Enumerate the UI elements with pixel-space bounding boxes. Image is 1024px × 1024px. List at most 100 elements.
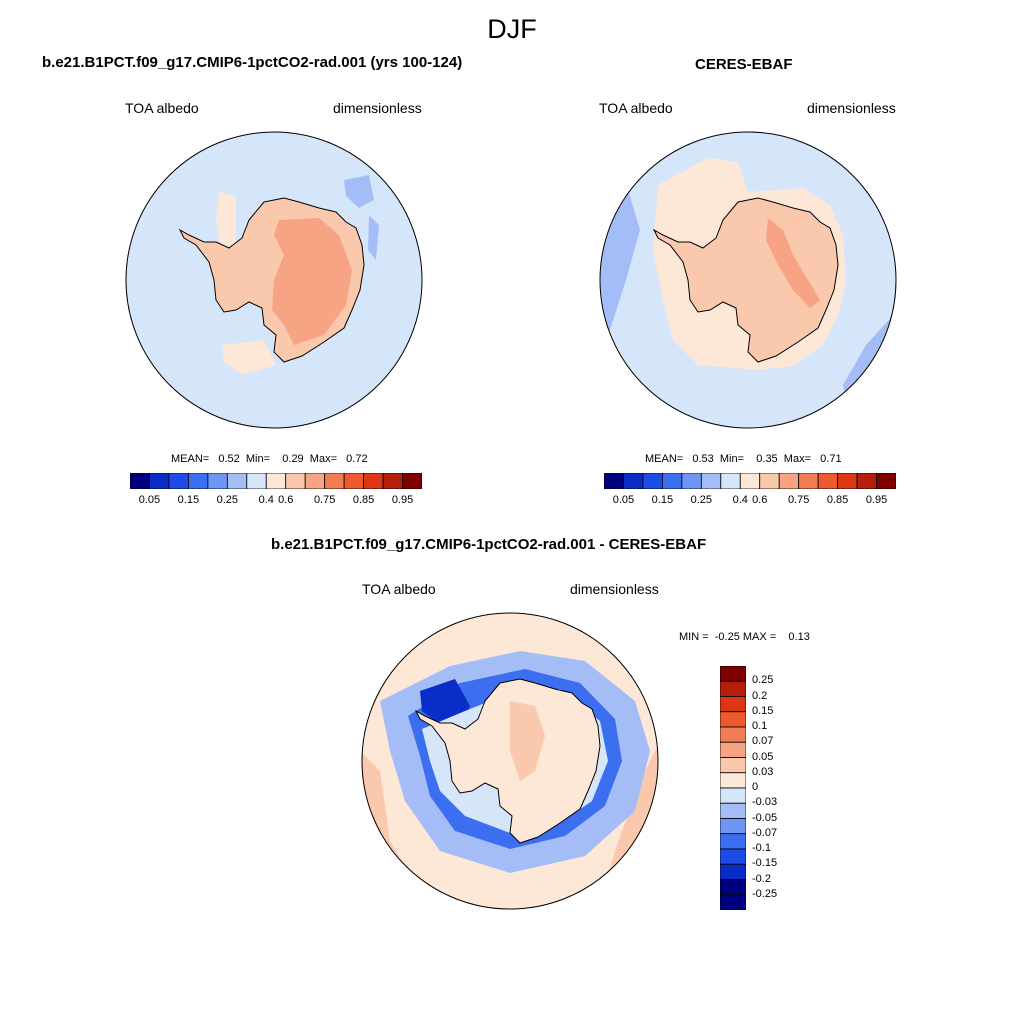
colorbar-tick-label: 0.75 bbox=[313, 494, 336, 506]
colorbar-swatch bbox=[623, 473, 644, 489]
panel1-map-border bbox=[125, 131, 423, 429]
panel2-variable-label: TOA albedo bbox=[599, 100, 673, 116]
colorbar-tick-label: 0.25 bbox=[216, 494, 239, 506]
panel3-stats: MIN = -0.25 MAX = 0.13 bbox=[679, 631, 810, 643]
colorbar-tick-label: 0.15 bbox=[651, 494, 674, 506]
colorbar-swatch bbox=[168, 473, 189, 489]
colorbar-swatch bbox=[662, 473, 683, 489]
colorbar-tick-label: 0.15 bbox=[177, 494, 200, 506]
colorbar-swatch bbox=[837, 473, 858, 489]
panel1-variable-label: TOA albedo bbox=[125, 100, 199, 116]
colorbar-tick-label: 0.15 bbox=[752, 704, 774, 717]
colorbar-swatch bbox=[226, 473, 248, 489]
panel1-sea-ice-patch bbox=[222, 340, 276, 375]
colorbar-swatch bbox=[720, 879, 746, 896]
colorbar-tick-label: 0.05 bbox=[752, 750, 774, 763]
colorbar-swatch bbox=[363, 473, 384, 489]
colorbar-swatch bbox=[720, 863, 746, 880]
colorbar-swatch bbox=[759, 473, 780, 489]
colorbar-tick-label: 0.2 bbox=[752, 689, 768, 702]
colorbar-tick-label: -0.03 bbox=[752, 796, 778, 809]
colorbar-swatch bbox=[642, 473, 663, 489]
panel1-polar-map bbox=[125, 131, 423, 429]
panel1-low-albedo-patch bbox=[344, 175, 374, 208]
panel2-title: CERES-EBAF bbox=[695, 56, 793, 73]
colorbar-swatch bbox=[720, 680, 746, 697]
colorbar-tick-label: 0.03 bbox=[752, 765, 774, 778]
panel2-colorbar bbox=[604, 473, 896, 489]
colorbar-swatch bbox=[265, 473, 287, 489]
panel3-map-border bbox=[361, 612, 659, 910]
colorbar-swatch bbox=[304, 473, 326, 489]
colorbar-tick-label: 0.25 bbox=[690, 494, 713, 506]
colorbar-swatch bbox=[798, 473, 819, 489]
panel2-polar-map bbox=[599, 131, 897, 429]
colorbar-tick-label: -0.05 bbox=[752, 811, 778, 824]
colorbar-tick-label: -0.15 bbox=[752, 857, 778, 870]
colorbar-swatch bbox=[817, 473, 839, 489]
colorbar-swatch bbox=[700, 473, 722, 489]
panel3-antarctica-difference bbox=[414, 678, 601, 844]
colorbar-swatch bbox=[207, 473, 228, 489]
colorbar-swatch bbox=[604, 473, 624, 489]
colorbar-swatch bbox=[720, 473, 741, 489]
panel2-low-albedo-patch bbox=[600, 190, 640, 340]
colorbar-tick-label: 0.85 bbox=[352, 494, 375, 506]
colorbar-tick-label: 0.4 bbox=[732, 494, 748, 506]
colorbar-swatch bbox=[720, 787, 746, 804]
colorbar-swatch bbox=[246, 473, 267, 489]
colorbar-swatch bbox=[778, 473, 800, 489]
panel3-colorbar bbox=[720, 666, 746, 910]
colorbar-tick-label: -0.07 bbox=[752, 826, 778, 839]
colorbar-swatch bbox=[720, 772, 746, 789]
colorbar-swatch bbox=[188, 473, 209, 489]
colorbar-tick-label: 0.05 bbox=[612, 494, 635, 506]
colorbar-swatch bbox=[324, 473, 345, 489]
panel2-stats: MEAN= 0.53 Min= 0.35 Max= 0.71 bbox=[645, 453, 842, 465]
colorbar-tick-label: 0.25 bbox=[752, 674, 774, 687]
panel1-colorbar bbox=[130, 473, 422, 489]
panel3-positive-anomaly bbox=[510, 701, 545, 781]
panel2-map-border bbox=[599, 131, 897, 429]
panel1-title: b.e21.B1PCT.f09_g17.CMIP6-1pctCO2-rad.00… bbox=[42, 54, 463, 71]
colorbar-swatch bbox=[285, 473, 306, 489]
panel1-sea-ice-patch bbox=[216, 192, 236, 252]
colorbar-tick-label: -0.1 bbox=[752, 842, 771, 854]
colorbar-swatch bbox=[720, 711, 746, 728]
panel2-antarctica-albedo bbox=[652, 197, 839, 363]
panel1-stats: MEAN= 0.52 Min= 0.29 Max= 0.72 bbox=[171, 453, 368, 465]
panel3-title: b.e21.B1PCT.f09_g17.CMIP6-1pctCO2-rad.00… bbox=[271, 536, 707, 553]
panel3-variable-label: TOA albedo bbox=[362, 581, 436, 597]
colorbar-tick-label: 0.4 bbox=[258, 494, 274, 506]
panel1-high-albedo-core bbox=[272, 218, 352, 345]
colorbar-tick-label: 0.05 bbox=[138, 494, 161, 506]
season-title: DJF bbox=[487, 14, 537, 44]
colorbar-swatch bbox=[681, 473, 702, 489]
panel3-polar-map bbox=[361, 612, 659, 910]
colorbar-tick-label: 0 bbox=[752, 781, 759, 793]
colorbar-tick-label: 0.07 bbox=[752, 735, 774, 748]
panel1-low-albedo-patch bbox=[368, 215, 379, 260]
colorbar-tick-label: 0.85 bbox=[826, 494, 849, 506]
colorbar-tick-label: -0.25 bbox=[752, 887, 778, 900]
colorbar-swatch bbox=[720, 802, 746, 819]
colorbar-swatch bbox=[856, 473, 877, 489]
colorbar-swatch bbox=[343, 473, 365, 489]
panel2-colorbar-labels: 0.05 0.15 0.25 0.4 0.6 0.75 0.85 0.95 bbox=[604, 494, 896, 508]
panel2-high-albedo-ridge bbox=[766, 218, 820, 308]
panel1-units-label: dimensionless bbox=[333, 100, 422, 116]
colorbar-swatch bbox=[720, 894, 746, 910]
colorbar-tick-label: 0.75 bbox=[787, 494, 810, 506]
colorbar-swatch bbox=[720, 818, 746, 835]
colorbar-swatch bbox=[720, 741, 746, 758]
panel1-colorbar-labels: 0.05 0.15 0.25 0.4 0.6 0.75 0.85 0.95 bbox=[130, 494, 422, 508]
colorbar-tick-label: -0.2 bbox=[752, 872, 771, 885]
colorbar-swatch bbox=[720, 833, 746, 850]
colorbar-tick-label: 0.95 bbox=[391, 494, 414, 506]
colorbar-swatch bbox=[876, 473, 896, 489]
colorbar-tick-label: 0.6 bbox=[278, 494, 294, 506]
panel2-units-label: dimensionless bbox=[807, 100, 896, 116]
colorbar-swatch bbox=[739, 473, 761, 489]
colorbar-swatch bbox=[402, 473, 422, 489]
colorbar-swatch bbox=[720, 696, 746, 713]
